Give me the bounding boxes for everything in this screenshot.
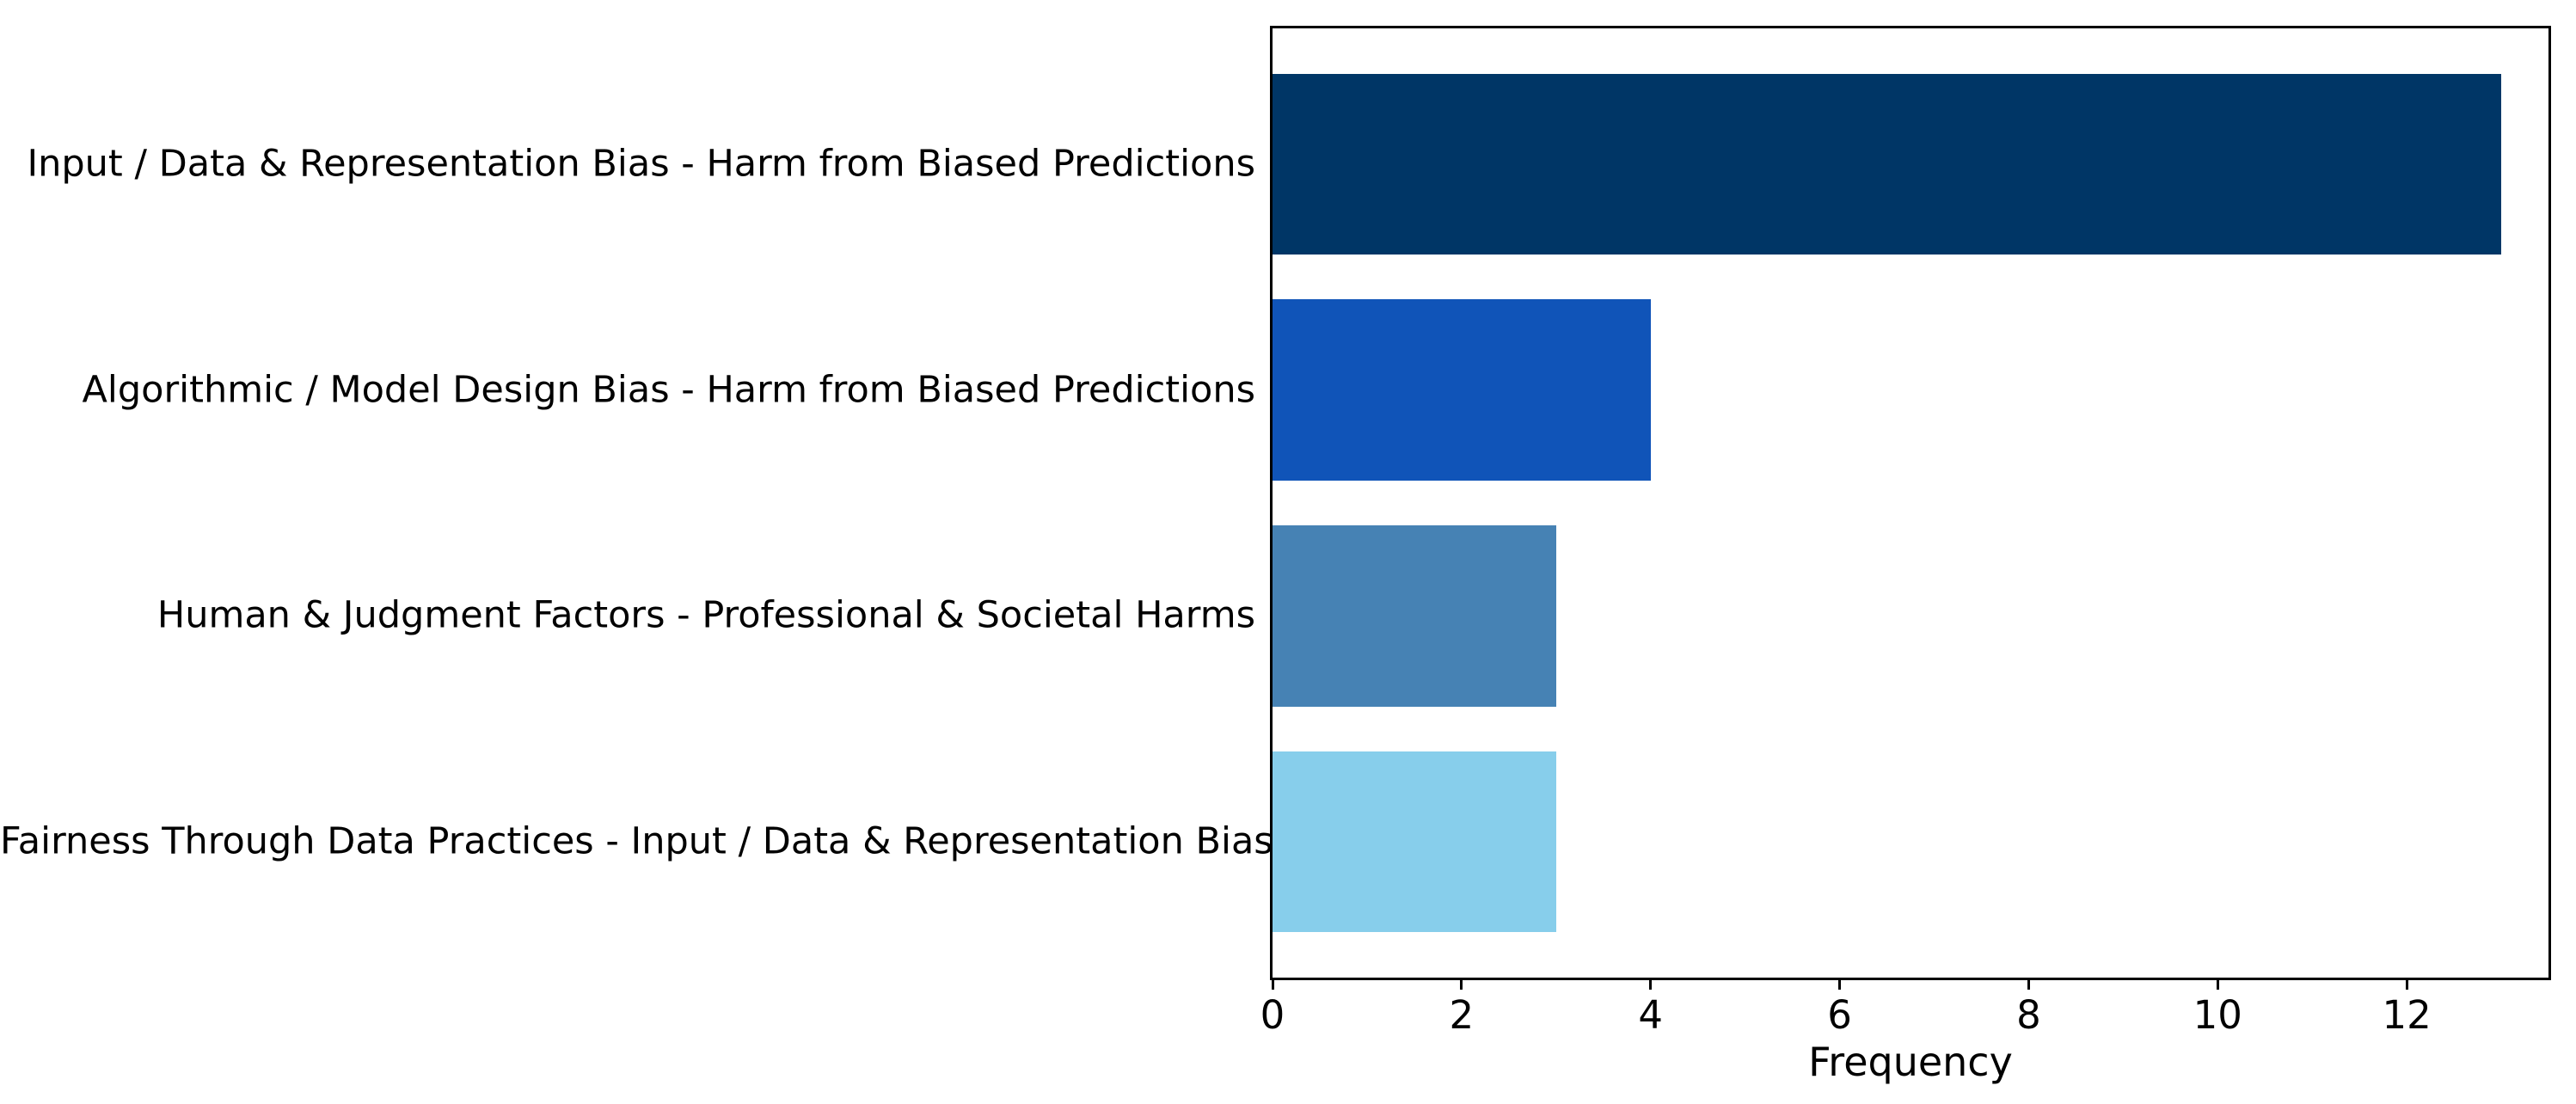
bar-3 [1273, 751, 1556, 933]
bar-0 [1273, 73, 2502, 255]
category-label-2: Human & Judgment Factors - Professional … [156, 593, 1255, 637]
category-label-1: Algorithmic / Model Design Bias - Harm f… [82, 368, 1256, 412]
x-tick-label-6: 12 [2382, 992, 2432, 1038]
bar-1 [1273, 299, 1651, 481]
category-label-3: Fairness Through Data Practices - Input … [0, 819, 1273, 863]
x-tick-label-2: 4 [1638, 992, 1664, 1038]
x-tick-mark-3 [1838, 980, 1842, 990]
category-label-0: Input / Data & Representation Bias - Har… [27, 142, 1255, 186]
x-tick-label-3: 6 [1827, 992, 1852, 1038]
x-tick-mark-2 [1649, 980, 1653, 990]
x-tick-mark-5 [2216, 980, 2219, 990]
x-tick-mark-4 [2027, 980, 2030, 990]
x-tick-mark-0 [1271, 980, 1274, 990]
bar-2 [1273, 525, 1556, 707]
x-tick-label-0: 0 [1260, 992, 1285, 1038]
x-tick-label-4: 8 [2016, 992, 2041, 1038]
x-tick-label-1: 2 [1449, 992, 1475, 1038]
plot-area [1270, 26, 2551, 980]
x-tick-mark-1 [1460, 980, 1463, 990]
x-tick-label-5: 10 [2193, 992, 2242, 1038]
x-tick-mark-6 [2405, 980, 2408, 990]
x-axis-title: Frequency [1808, 1039, 2013, 1085]
